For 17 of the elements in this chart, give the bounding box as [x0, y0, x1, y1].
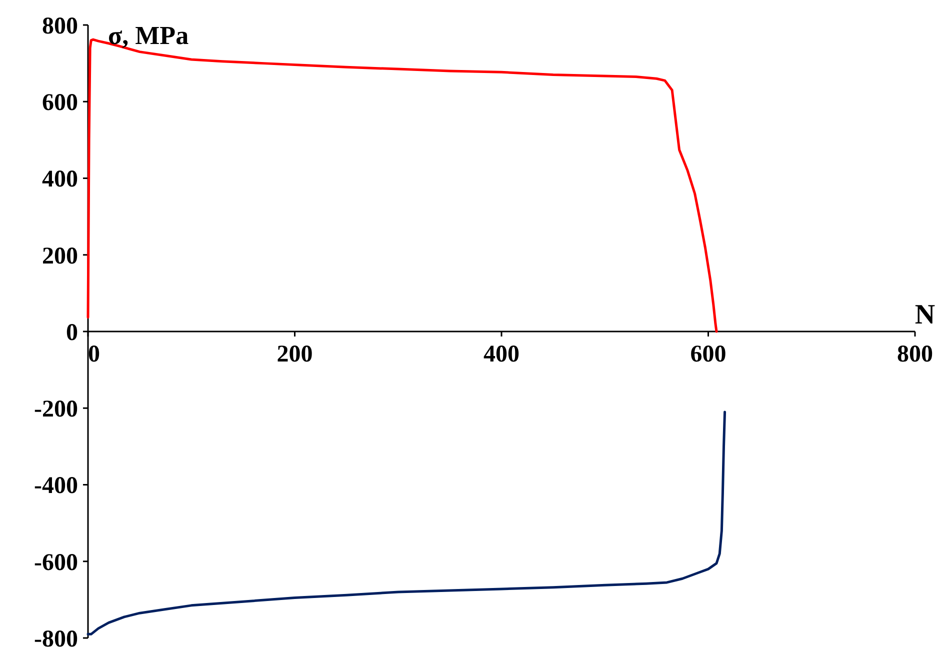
line-series — [86, 410, 726, 636]
y-tick-label: 600 — [42, 90, 78, 116]
y-tick-label: 400 — [42, 166, 78, 193]
x-tick-label: 200 — [276, 342, 313, 368]
y-tick-label: -800 — [34, 626, 78, 652]
x-tick-label: 800 — [897, 342, 933, 368]
y-tick-label: -200 — [34, 396, 78, 423]
x-axis-title: N — [914, 300, 936, 330]
y-tick-label: -600 — [34, 550, 78, 576]
x-tick-label: 600 — [690, 342, 726, 368]
x-tick-label: 400 — [484, 342, 520, 368]
x-tick-label: 0 — [88, 342, 100, 368]
y-tick-label: 0 — [66, 320, 78, 346]
y-tick-label: 200 — [42, 243, 78, 270]
y-tick-label: -400 — [34, 473, 78, 500]
y-tick-label: 800 — [42, 13, 78, 40]
y-axis-title: σ, MPa — [108, 21, 189, 50]
